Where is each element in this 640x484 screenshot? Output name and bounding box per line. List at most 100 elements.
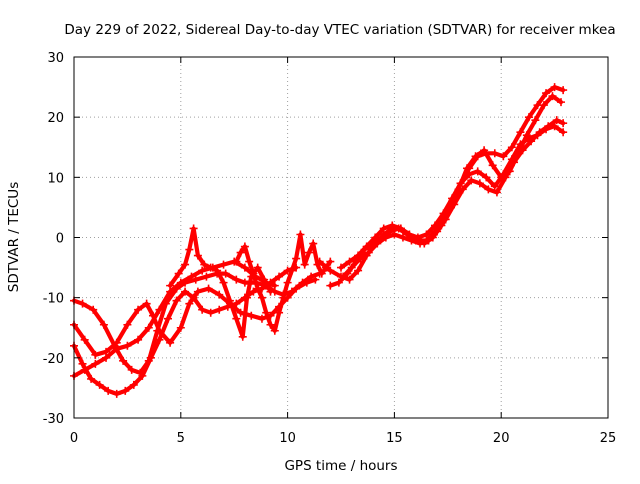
data-point-marker [144, 323, 153, 332]
data-point-marker [430, 221, 439, 230]
data-point-marker [518, 146, 527, 155]
data-point-marker [337, 263, 345, 272]
data-point-marker [287, 266, 296, 275]
data-point-marker [516, 140, 525, 149]
data-point-marker [326, 257, 335, 266]
data-point-marker [166, 338, 175, 347]
data-point-marker [270, 326, 279, 335]
data-point-marker [559, 128, 568, 137]
data-point-marker [296, 230, 305, 239]
data-point-marker [95, 380, 104, 389]
data-point-marker [187, 272, 196, 281]
data-point-marker [548, 92, 557, 101]
data-point-marker [279, 293, 288, 302]
data-point-marker [396, 224, 405, 233]
data-point-marker [232, 275, 241, 284]
data-point-marker [362, 242, 371, 251]
data-point-marker [221, 269, 230, 278]
ticks: 0 5 10 15 20 25 30 20 10 0 -10 -20 -30 [43, 51, 617, 446]
data-point-marker [123, 341, 132, 350]
series-track-10 [339, 116, 568, 281]
data-point-marker [213, 266, 222, 275]
data-point-marker [379, 224, 388, 233]
data-point-marker [304, 248, 313, 257]
data-point-marker [215, 290, 224, 299]
data-point-marker [243, 293, 252, 302]
data-point-marker [463, 164, 472, 173]
data-point-marker [262, 308, 271, 317]
data-point-marker [531, 116, 540, 125]
data-point-marker [501, 173, 510, 182]
data-point-marker [283, 278, 292, 287]
data-point-marker [516, 128, 525, 137]
data-point-marker [458, 185, 467, 194]
data-point-marker [249, 269, 258, 278]
data-point-marker [315, 257, 324, 266]
data-point-marker [326, 281, 335, 290]
data-point-marker [129, 380, 138, 389]
x-tick-label: 15 [386, 431, 403, 446]
data-point-marker [78, 359, 87, 368]
data-point-marker [490, 182, 499, 191]
data-point-marker [206, 308, 215, 317]
data-point-marker [123, 320, 132, 329]
data-point-marker [112, 389, 121, 398]
data-point-marker [236, 248, 245, 257]
data-point-marker [542, 89, 551, 98]
data-point-marker [191, 275, 200, 284]
data-point-marker [339, 272, 348, 281]
data-point-marker [354, 266, 363, 275]
data-point-marker [309, 239, 318, 248]
data-point-marker [524, 113, 533, 122]
series-line [71, 259, 277, 378]
data-point-marker [373, 239, 382, 248]
y-tick-label: 20 [47, 111, 64, 126]
data-point-marker [439, 209, 448, 218]
data-point-marker [127, 365, 136, 374]
data-point-marker [424, 236, 433, 245]
data-point-marker [492, 188, 501, 197]
data-point-marker [219, 260, 228, 269]
data-point-marker [185, 245, 194, 254]
data-point-marker [200, 260, 209, 269]
data-point-marker [89, 305, 98, 314]
data-point-marker [388, 221, 397, 230]
x-tick-label: 10 [279, 431, 296, 446]
data-point-marker [488, 161, 497, 170]
data-point-marker [91, 359, 100, 368]
data-point-marker [202, 272, 211, 281]
data-point-marker [146, 353, 155, 362]
data-point-marker [198, 305, 207, 314]
data-point-marker [480, 146, 489, 155]
data-point-marker [364, 248, 373, 257]
data-point-marker [535, 128, 544, 137]
data-point-marker [240, 242, 249, 251]
data-point-marker [302, 278, 311, 287]
data-point-marker [559, 86, 568, 95]
data-point-marker [181, 287, 190, 296]
grid [74, 57, 608, 418]
data-point-marker [539, 101, 548, 110]
series-layer [70, 83, 568, 398]
data-point-marker [371, 233, 380, 242]
y-tick-label: -10 [43, 292, 64, 307]
data-point-marker [206, 263, 215, 272]
x-tick-label: 5 [177, 431, 185, 446]
data-point-marker [232, 257, 241, 266]
data-point-marker [257, 293, 266, 302]
data-point-marker [292, 284, 301, 293]
data-point-marker [475, 179, 484, 188]
data-point-marker [134, 335, 143, 344]
data-point-marker [99, 320, 108, 329]
series-track-6 [232, 230, 335, 335]
y-tick-label: 10 [47, 171, 64, 186]
data-point-marker [317, 269, 326, 278]
data-point-marker [198, 266, 207, 275]
y-tick-label: 30 [47, 51, 64, 66]
data-point-marker [102, 353, 111, 362]
y-tick-label: -20 [43, 352, 64, 367]
chart-title: Day 229 of 2022, Sidereal Day-to-day VTE… [64, 22, 615, 38]
data-point-marker [484, 185, 493, 194]
data-point-marker [189, 224, 198, 233]
data-point-marker [240, 263, 249, 272]
